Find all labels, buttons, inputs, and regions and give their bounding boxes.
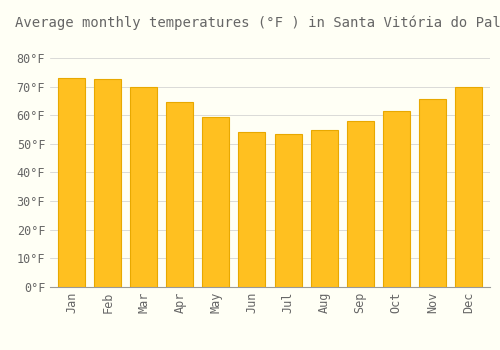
Title: Average monthly temperatures (°F ) in Santa Vitória do Palmar: Average monthly temperatures (°F ) in Sa… xyxy=(14,15,500,30)
Bar xyxy=(58,78,85,287)
Bar xyxy=(202,117,230,287)
Bar xyxy=(346,121,374,287)
Bar xyxy=(310,130,338,287)
Bar xyxy=(166,102,194,287)
Bar xyxy=(455,86,482,287)
Bar xyxy=(238,132,266,287)
Bar xyxy=(382,111,410,287)
Bar xyxy=(274,134,301,287)
Bar xyxy=(94,79,121,287)
Bar xyxy=(419,99,446,287)
Bar xyxy=(130,86,158,287)
